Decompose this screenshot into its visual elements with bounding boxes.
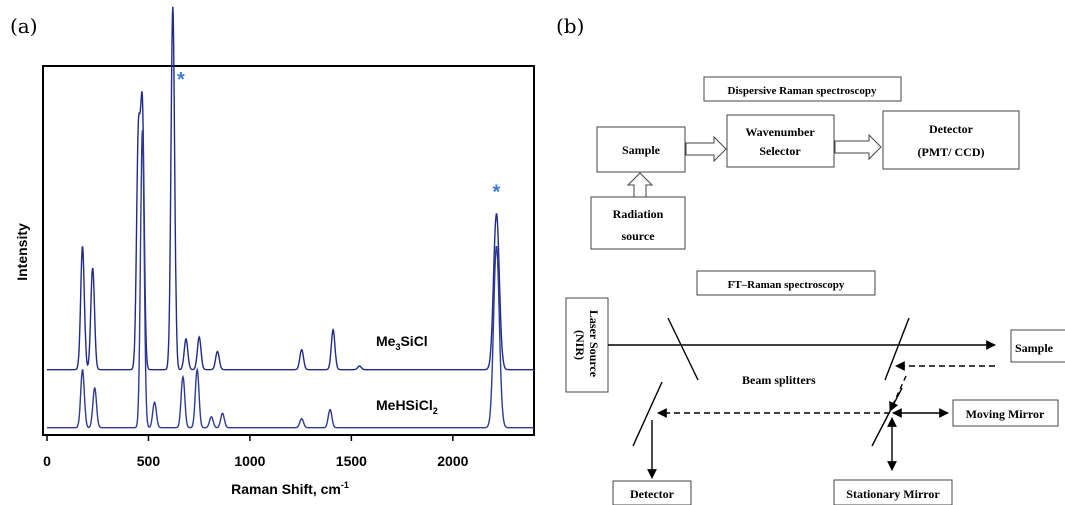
arrow-selector-to-detector: [834, 133, 882, 161]
x-tick-label: 0: [43, 453, 51, 469]
annotation-layer: **: [177, 69, 501, 204]
arrow-sample-to-selector: [685, 135, 727, 163]
panel-label-b: (b): [556, 14, 585, 38]
panel-label-a: (a): [10, 14, 38, 38]
detector-ft-box: [612, 480, 692, 505]
stationary-mirror-label: Stationary Mirror: [846, 487, 940, 501]
peak-asterisk: *: [493, 182, 501, 204]
wavenumber-selector-box: [726, 114, 835, 168]
radiation-source-box: [590, 196, 686, 250]
laser-source-box: [565, 297, 609, 393]
detector-box: [882, 110, 1020, 170]
x-tick-label: 2000: [437, 453, 468, 469]
wavenumber-line1: Wavenumber: [745, 125, 815, 139]
detector-line2: (PMT/ CCD): [918, 145, 985, 159]
detector-splitter-left: [632, 381, 663, 447]
beam-splitters-label: Beam splitters: [742, 373, 816, 387]
beam-splitter-right: [884, 317, 910, 381]
arrow-source-to-sample: [626, 172, 654, 198]
sample-box: [596, 126, 686, 173]
x-tick-label: 1500: [336, 453, 367, 469]
x-axis-label-text: Raman Shift, cm: [231, 481, 341, 497]
series-line-1: [47, 130, 534, 429]
moving-mirror-label: Moving Mirror: [966, 407, 1045, 421]
x-axis-label-sup: -1: [341, 480, 349, 490]
radiation-line2: source: [621, 229, 655, 243]
series-line-0: [47, 6, 534, 371]
radiation-line1: Radiation: [613, 207, 664, 221]
detector-ft-label: Detector: [630, 487, 675, 501]
laser-source-label: Laser Source (NIR): [573, 310, 601, 380]
series-label-me3sicl: Me3SiCl: [376, 333, 428, 352]
x-tick-label: 1000: [234, 453, 265, 469]
x-axis-ticks: 0 500 1000 1500 2000: [43, 435, 469, 469]
dispersive-title-box: [703, 76, 902, 102]
splitter-down-dashed: [889, 375, 907, 412]
wavenumber-line2: Selector: [759, 144, 801, 158]
plot-frame: [42, 65, 535, 436]
raman-spectrum-chart: 0 500 1000 1500 2000 ** Intensity Raman Shif…: [14, 6, 535, 497]
x-axis-label: Raman Shift, cm-1: [231, 480, 349, 497]
moving-mirror-box: [952, 399, 1059, 427]
detector-splitter-right: [871, 387, 903, 447]
sample-ft-label: Sample: [1015, 341, 1054, 355]
series-label-mehsicl2: MeHSiCl2: [376, 397, 438, 416]
detector-line1: Detector: [929, 122, 974, 136]
sample-ft-box: [1010, 329, 1065, 363]
sample-label: Sample: [622, 143, 661, 157]
ft-title: FT–Raman spectroscopy: [728, 279, 845, 291]
y-axis-label: Intensity: [14, 223, 30, 281]
dispersive-title: Dispersive Raman spectroscopy: [728, 85, 877, 97]
stationary-mirror-box: [833, 479, 953, 505]
x-tick-label: 500: [137, 453, 161, 469]
ft-title-box: [696, 270, 876, 296]
series-layer: [47, 6, 534, 429]
beam-splitter-left: [667, 317, 699, 381]
peak-asterisk: *: [177, 69, 185, 91]
